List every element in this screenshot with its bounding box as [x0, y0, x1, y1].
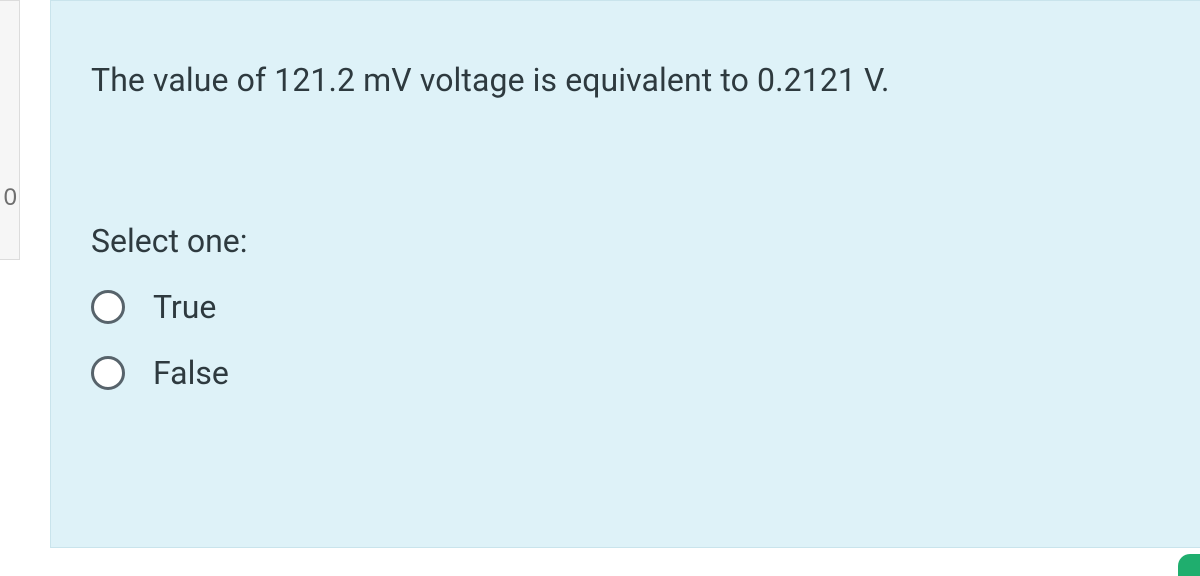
question-card: The value of 121.2 mV voltage is equival…: [50, 0, 1200, 548]
left-sidebar-fragment: 0: [0, 0, 20, 260]
answer-label: False: [153, 354, 229, 392]
answer-label: True: [153, 288, 216, 326]
radio-icon[interactable]: [91, 290, 125, 324]
partial-glyph: 0: [4, 186, 17, 210]
select-one-prompt: Select one:: [91, 222, 1160, 260]
radio-icon[interactable]: [91, 356, 125, 390]
answer-option-false[interactable]: False: [91, 354, 1160, 392]
page: 0 The value of 121.2 mV voltage is equiv…: [0, 0, 1200, 576]
corner-accent-icon: [1178, 554, 1200, 576]
question-text: The value of 121.2 mV voltage is equival…: [91, 59, 1160, 102]
answer-group: True False: [91, 288, 1160, 392]
answer-option-true[interactable]: True: [91, 288, 1160, 326]
